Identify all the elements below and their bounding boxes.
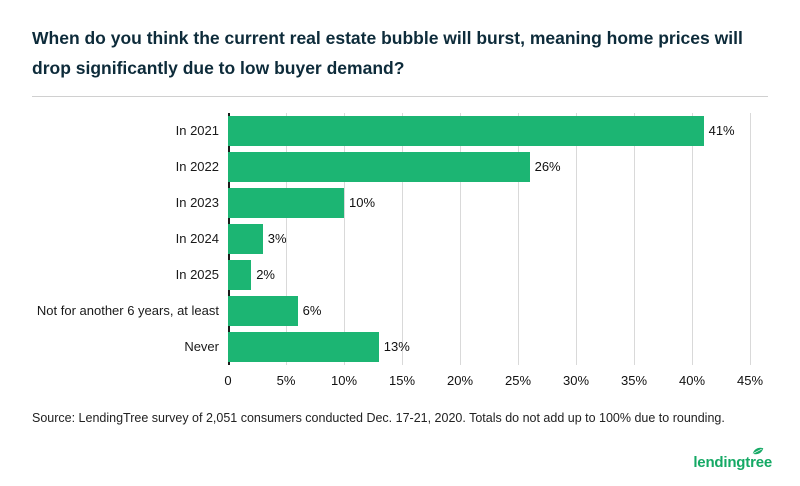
bar xyxy=(228,331,379,362)
gridline xyxy=(344,112,345,365)
gridline xyxy=(460,112,461,365)
bar xyxy=(228,151,530,182)
category-label: Not for another 6 years, at least xyxy=(36,303,219,318)
bar xyxy=(228,223,263,254)
bar-area: 10% xyxy=(228,187,750,218)
value-label: 10% xyxy=(349,195,376,210)
gridline xyxy=(750,112,751,365)
x-tick-label: 5% xyxy=(276,372,296,388)
chart-title: When do you think the current real estat… xyxy=(32,28,743,78)
chart-row: In 2024 3% xyxy=(32,221,750,257)
title-divider xyxy=(32,95,768,97)
value-label: 3% xyxy=(267,231,287,246)
chart-row: In 2022 26% xyxy=(32,149,750,185)
bar xyxy=(228,259,252,290)
logo-text: lendingtree xyxy=(693,454,772,471)
value-label: 2% xyxy=(256,267,275,282)
x-tick-label: 15% xyxy=(388,372,416,388)
chart-row: In 2021 41% xyxy=(32,113,750,149)
x-tick-label: 30% xyxy=(562,372,590,388)
x-tick-label: 40% xyxy=(678,372,706,388)
x-tick-label: 45% xyxy=(736,372,764,388)
x-tick-label: 20% xyxy=(446,372,474,388)
leaf-icon xyxy=(752,447,764,455)
category-label: In 2023 xyxy=(175,195,219,210)
gridline xyxy=(402,112,403,365)
chart-row: In 2023 10% xyxy=(32,185,750,221)
x-tick-label: 25% xyxy=(504,372,532,388)
gridline xyxy=(576,112,577,365)
category-label: In 2024 xyxy=(175,231,219,246)
category-label: In 2025 xyxy=(175,267,219,282)
category-label: In 2022 xyxy=(175,159,219,174)
gridline xyxy=(518,112,519,365)
bar xyxy=(228,187,344,218)
x-tick-label: 0 xyxy=(224,372,232,388)
bar xyxy=(228,115,704,146)
chart-row: Never 13% xyxy=(32,329,750,365)
x-tick-label: 10% xyxy=(330,372,358,388)
bar-area: 6% xyxy=(228,295,750,326)
lendingtree-logo: lendingtree xyxy=(693,447,772,472)
source-note: Source: LendingTree survey of 2,051 cons… xyxy=(32,410,725,425)
x-axis: 0 5% 10% 15% 20% 25% 30% 35% 40% 45% xyxy=(224,365,763,391)
x-tick-label: 35% xyxy=(620,372,648,388)
gridline xyxy=(692,112,693,365)
value-label: 26% xyxy=(534,159,561,174)
bar-area: 13% xyxy=(228,331,750,362)
value-label: 6% xyxy=(302,303,322,318)
bar-area: 41% xyxy=(228,115,750,146)
bar-area: 3% xyxy=(228,223,750,254)
category-label: Never xyxy=(184,339,219,354)
value-label: 13% xyxy=(383,339,410,354)
chart-row: Not for another 6 years, at least 6% xyxy=(32,293,750,329)
gridline xyxy=(286,112,287,365)
value-label: 41% xyxy=(708,123,735,138)
bar-area: 2% xyxy=(228,259,750,290)
bar-chart: In 2021 41% In 2022 26% In 2023 10% In 2024 3% I… xyxy=(32,112,763,391)
chart-rows: In 2021 41% In 2022 26% In 2023 10% In 2024 3% I… xyxy=(32,113,750,365)
category-label: In 2021 xyxy=(175,123,219,138)
bar xyxy=(228,295,298,326)
chart-row: In 2025 2% xyxy=(32,257,750,293)
gridline xyxy=(634,112,635,365)
bar-area: 26% xyxy=(228,151,750,182)
